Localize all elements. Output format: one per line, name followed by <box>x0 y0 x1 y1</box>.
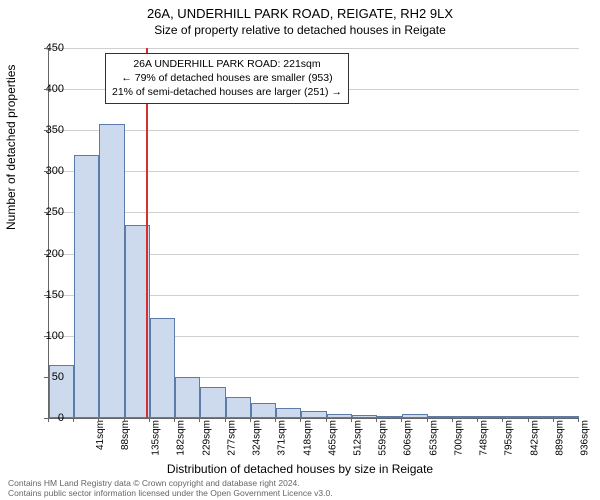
x-tick-label: 512sqm <box>353 420 364 456</box>
x-tick-label: 229sqm <box>201 420 212 456</box>
histogram-bar <box>529 416 554 418</box>
histogram-bar <box>428 416 453 418</box>
x-tick-mark <box>73 418 74 422</box>
annotation-line: ← 79% of detached houses are smaller (95… <box>112 71 342 85</box>
histogram-bar <box>150 318 175 418</box>
x-tick-mark <box>502 418 503 422</box>
y-tick-mark <box>44 130 48 131</box>
annotation-box: 26A UNDERHILL PARK ROAD: 221sqm← 79% of … <box>105 53 349 104</box>
histogram-bar <box>99 124 124 418</box>
x-tick-mark <box>578 418 579 422</box>
y-tick-mark <box>44 377 48 378</box>
x-tick-mark <box>300 418 301 422</box>
x-tick-label: 418sqm <box>302 420 313 456</box>
y-tick-mark <box>44 48 48 49</box>
x-tick-mark <box>225 418 226 422</box>
histogram-bar <box>503 416 528 418</box>
x-tick-label: 889sqm <box>554 420 565 456</box>
histogram-bar <box>327 414 352 418</box>
y-tick-mark <box>44 254 48 255</box>
histogram-bar <box>251 403 276 418</box>
y-axis-label: Number of detached properties <box>4 65 18 230</box>
x-tick-mark <box>477 418 478 422</box>
x-tick-label: 88sqm <box>120 420 131 450</box>
x-tick-mark <box>174 418 175 422</box>
histogram-bar <box>175 377 200 418</box>
histogram-bar <box>478 416 503 418</box>
page-subtitle: Size of property relative to detached ho… <box>0 21 600 37</box>
x-tick-label: 559sqm <box>378 420 389 456</box>
histogram-bar <box>200 387 225 418</box>
x-tick-mark <box>452 418 453 422</box>
x-tick-mark <box>250 418 251 422</box>
annotation-line: 26A UNDERHILL PARK ROAD: 221sqm <box>112 57 342 71</box>
x-tick-mark <box>427 418 428 422</box>
x-tick-label: 41sqm <box>95 420 106 450</box>
x-tick-label: 795sqm <box>504 420 515 456</box>
footer-line2: Contains public sector information licen… <box>8 488 333 498</box>
histogram-bar <box>554 416 579 418</box>
x-tick-mark <box>376 418 377 422</box>
histogram-bar <box>276 408 301 418</box>
x-tick-mark <box>326 418 327 422</box>
x-tick-label: 371sqm <box>277 420 288 456</box>
grid-line <box>49 48 579 49</box>
x-tick-label: 936sqm <box>580 420 591 456</box>
x-tick-mark <box>199 418 200 422</box>
y-tick-mark <box>44 171 48 172</box>
x-tick-label: 277sqm <box>226 420 237 456</box>
x-tick-mark <box>98 418 99 422</box>
histogram-bar <box>453 416 478 418</box>
x-tick-mark <box>553 418 554 422</box>
x-tick-label: 700sqm <box>454 420 465 456</box>
footer-line1: Contains HM Land Registry data © Crown c… <box>8 478 333 488</box>
chart-plot-area <box>48 48 579 419</box>
histogram-bar <box>74 155 99 418</box>
x-tick-label: 135sqm <box>151 420 162 456</box>
grid-line <box>49 212 579 213</box>
x-tick-mark <box>149 418 150 422</box>
histogram-bar <box>226 397 251 418</box>
x-axis-label: Distribution of detached houses by size … <box>0 462 600 476</box>
x-tick-label: 324sqm <box>252 420 263 456</box>
histogram-bar <box>352 415 377 418</box>
y-tick-mark <box>44 336 48 337</box>
x-tick-label: 182sqm <box>176 420 187 456</box>
annotation-line: 21% of semi-detached houses are larger (… <box>112 85 342 99</box>
y-tick-mark <box>44 295 48 296</box>
histogram-bar <box>402 414 427 418</box>
y-tick-mark <box>44 89 48 90</box>
x-tick-mark <box>124 418 125 422</box>
x-tick-mark <box>528 418 529 422</box>
grid-line <box>49 171 579 172</box>
page-title: 26A, UNDERHILL PARK ROAD, REIGATE, RH2 9… <box>0 0 600 21</box>
x-tick-mark <box>351 418 352 422</box>
histogram-bar <box>377 416 402 418</box>
x-tick-label: 842sqm <box>529 420 540 456</box>
x-tick-label: 748sqm <box>479 420 490 456</box>
x-tick-label: 653sqm <box>428 420 439 456</box>
footer-attribution: Contains HM Land Registry data © Crown c… <box>8 478 333 498</box>
grid-line <box>49 130 579 131</box>
histogram-bar <box>301 411 326 418</box>
x-tick-mark <box>275 418 276 422</box>
x-tick-label: 465sqm <box>327 420 338 456</box>
x-tick-label: 606sqm <box>403 420 414 456</box>
x-tick-mark <box>48 418 49 422</box>
y-tick-mark <box>44 212 48 213</box>
x-tick-mark <box>401 418 402 422</box>
